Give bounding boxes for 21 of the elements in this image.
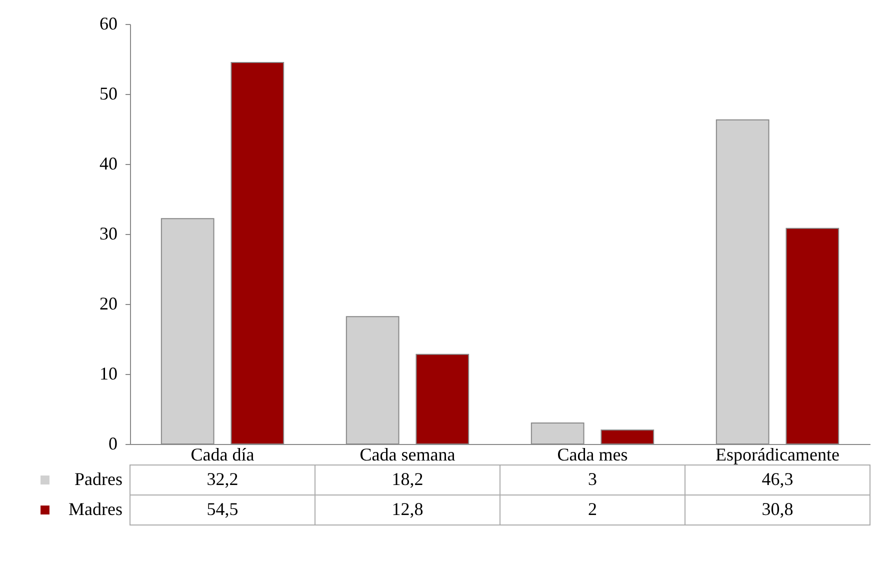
y-tick-label: 50: [100, 84, 118, 104]
data-label: 54,5: [206, 499, 238, 519]
data-label: 12,8: [392, 499, 424, 519]
y-tick-label: 30: [100, 224, 118, 244]
data-label: 2: [588, 499, 597, 519]
legend-label: Madres: [68, 499, 122, 519]
x-tick-label: Cada día: [190, 444, 254, 464]
data-label: 3: [588, 469, 597, 489]
x-tick-label: Esporádicamente: [716, 444, 840, 464]
y-tick-label: 60: [100, 14, 118, 34]
y-tick-label: 0: [108, 434, 118, 454]
y-tick-label: 20: [100, 294, 118, 314]
x-tick-label: Cada mes: [557, 444, 628, 464]
data-label: 18,2: [392, 469, 424, 489]
y-tick-label: 10: [100, 364, 118, 384]
x-tick-label: Cada semana: [360, 444, 456, 464]
data-label: 46,3: [762, 469, 794, 489]
legend-label: Padres: [74, 469, 122, 489]
data-label: 32,2: [206, 469, 238, 489]
data-label: 30,8: [762, 499, 794, 519]
y-tick-label: 40: [100, 154, 118, 174]
